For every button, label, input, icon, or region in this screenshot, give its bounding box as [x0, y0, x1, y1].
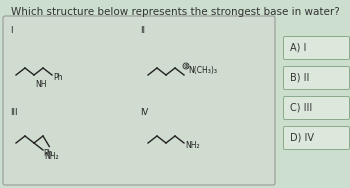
Text: III: III: [10, 108, 18, 117]
FancyBboxPatch shape: [3, 16, 275, 185]
Text: D) IV: D) IV: [290, 133, 314, 143]
Text: ⊕: ⊕: [184, 64, 188, 68]
Text: N(CH₃)₃: N(CH₃)₃: [188, 65, 217, 74]
Text: A) I: A) I: [290, 43, 306, 53]
FancyBboxPatch shape: [284, 67, 350, 89]
Text: NH₂: NH₂: [44, 152, 59, 161]
Text: C) III: C) III: [290, 103, 312, 113]
Text: Ph: Ph: [43, 149, 52, 158]
Text: I: I: [10, 26, 13, 35]
Text: NH: NH: [35, 80, 47, 89]
Text: Which structure below represents the strongest base in water?: Which structure below represents the str…: [10, 7, 340, 17]
Text: NH₂: NH₂: [185, 140, 199, 149]
Text: IV: IV: [140, 108, 148, 117]
FancyBboxPatch shape: [284, 36, 350, 59]
Text: Ph: Ph: [53, 73, 63, 82]
FancyBboxPatch shape: [284, 96, 350, 120]
FancyBboxPatch shape: [284, 127, 350, 149]
Text: II: II: [140, 26, 145, 35]
Text: B) II: B) II: [290, 73, 309, 83]
